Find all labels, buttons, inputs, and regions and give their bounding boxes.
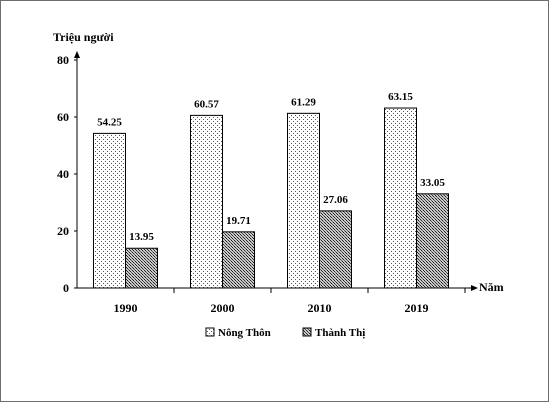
data-label: 61.29 bbox=[291, 96, 316, 108]
y-tick-label: 60 bbox=[57, 110, 69, 124]
y-tick-label: 40 bbox=[57, 167, 69, 181]
x-tick-label: 2010 bbox=[308, 301, 332, 315]
bar-nong-thon-2000 bbox=[190, 114, 223, 289]
legend-swatch-nong-thon bbox=[205, 327, 215, 337]
data-label: 54.25 bbox=[97, 116, 122, 128]
bar-thanh-thi-2010 bbox=[319, 210, 352, 289]
x-tick-label: 1990 bbox=[114, 301, 138, 315]
y-tick-label: 80 bbox=[57, 53, 69, 67]
bar-nong-thon-2010 bbox=[287, 112, 320, 289]
x-tick-label: 2000 bbox=[211, 301, 235, 315]
legend-label: Thành Thị bbox=[315, 327, 365, 339]
bar-nong-thon-2019 bbox=[384, 107, 417, 289]
x-tick-label: 2019 bbox=[405, 301, 429, 315]
data-label: 33.05 bbox=[420, 177, 445, 189]
x-axis-title: Năm bbox=[479, 280, 504, 294]
y-axis-arrow bbox=[74, 51, 80, 58]
data-label: 19.71 bbox=[226, 215, 251, 227]
data-label: 13.95 bbox=[129, 231, 154, 243]
data-label: 27.06 bbox=[323, 194, 348, 206]
data-label: 63.15 bbox=[388, 91, 413, 103]
x-axis-arrow bbox=[471, 285, 478, 291]
legend: Nông Thôn Thành Thị bbox=[205, 327, 365, 339]
legend-label: Nông Thôn bbox=[218, 327, 271, 339]
bar-thanh-thi-1990 bbox=[125, 247, 158, 289]
y-axis-title: Triệu người bbox=[53, 30, 114, 44]
bar-nong-thon-1990 bbox=[93, 132, 126, 289]
legend-swatch-thanh-thi bbox=[302, 327, 312, 337]
data-label: 60.57 bbox=[194, 98, 219, 110]
y-tick-label: 20 bbox=[57, 224, 69, 238]
bar-thanh-thi-2000 bbox=[222, 231, 255, 289]
y-tick-label: 0 bbox=[63, 281, 69, 295]
bars-group: 54.25 13.95 60.57 19.71 61.29 27.06 63.15 33.05 bbox=[93, 91, 449, 289]
bar-thanh-thi-2019 bbox=[416, 193, 449, 289]
